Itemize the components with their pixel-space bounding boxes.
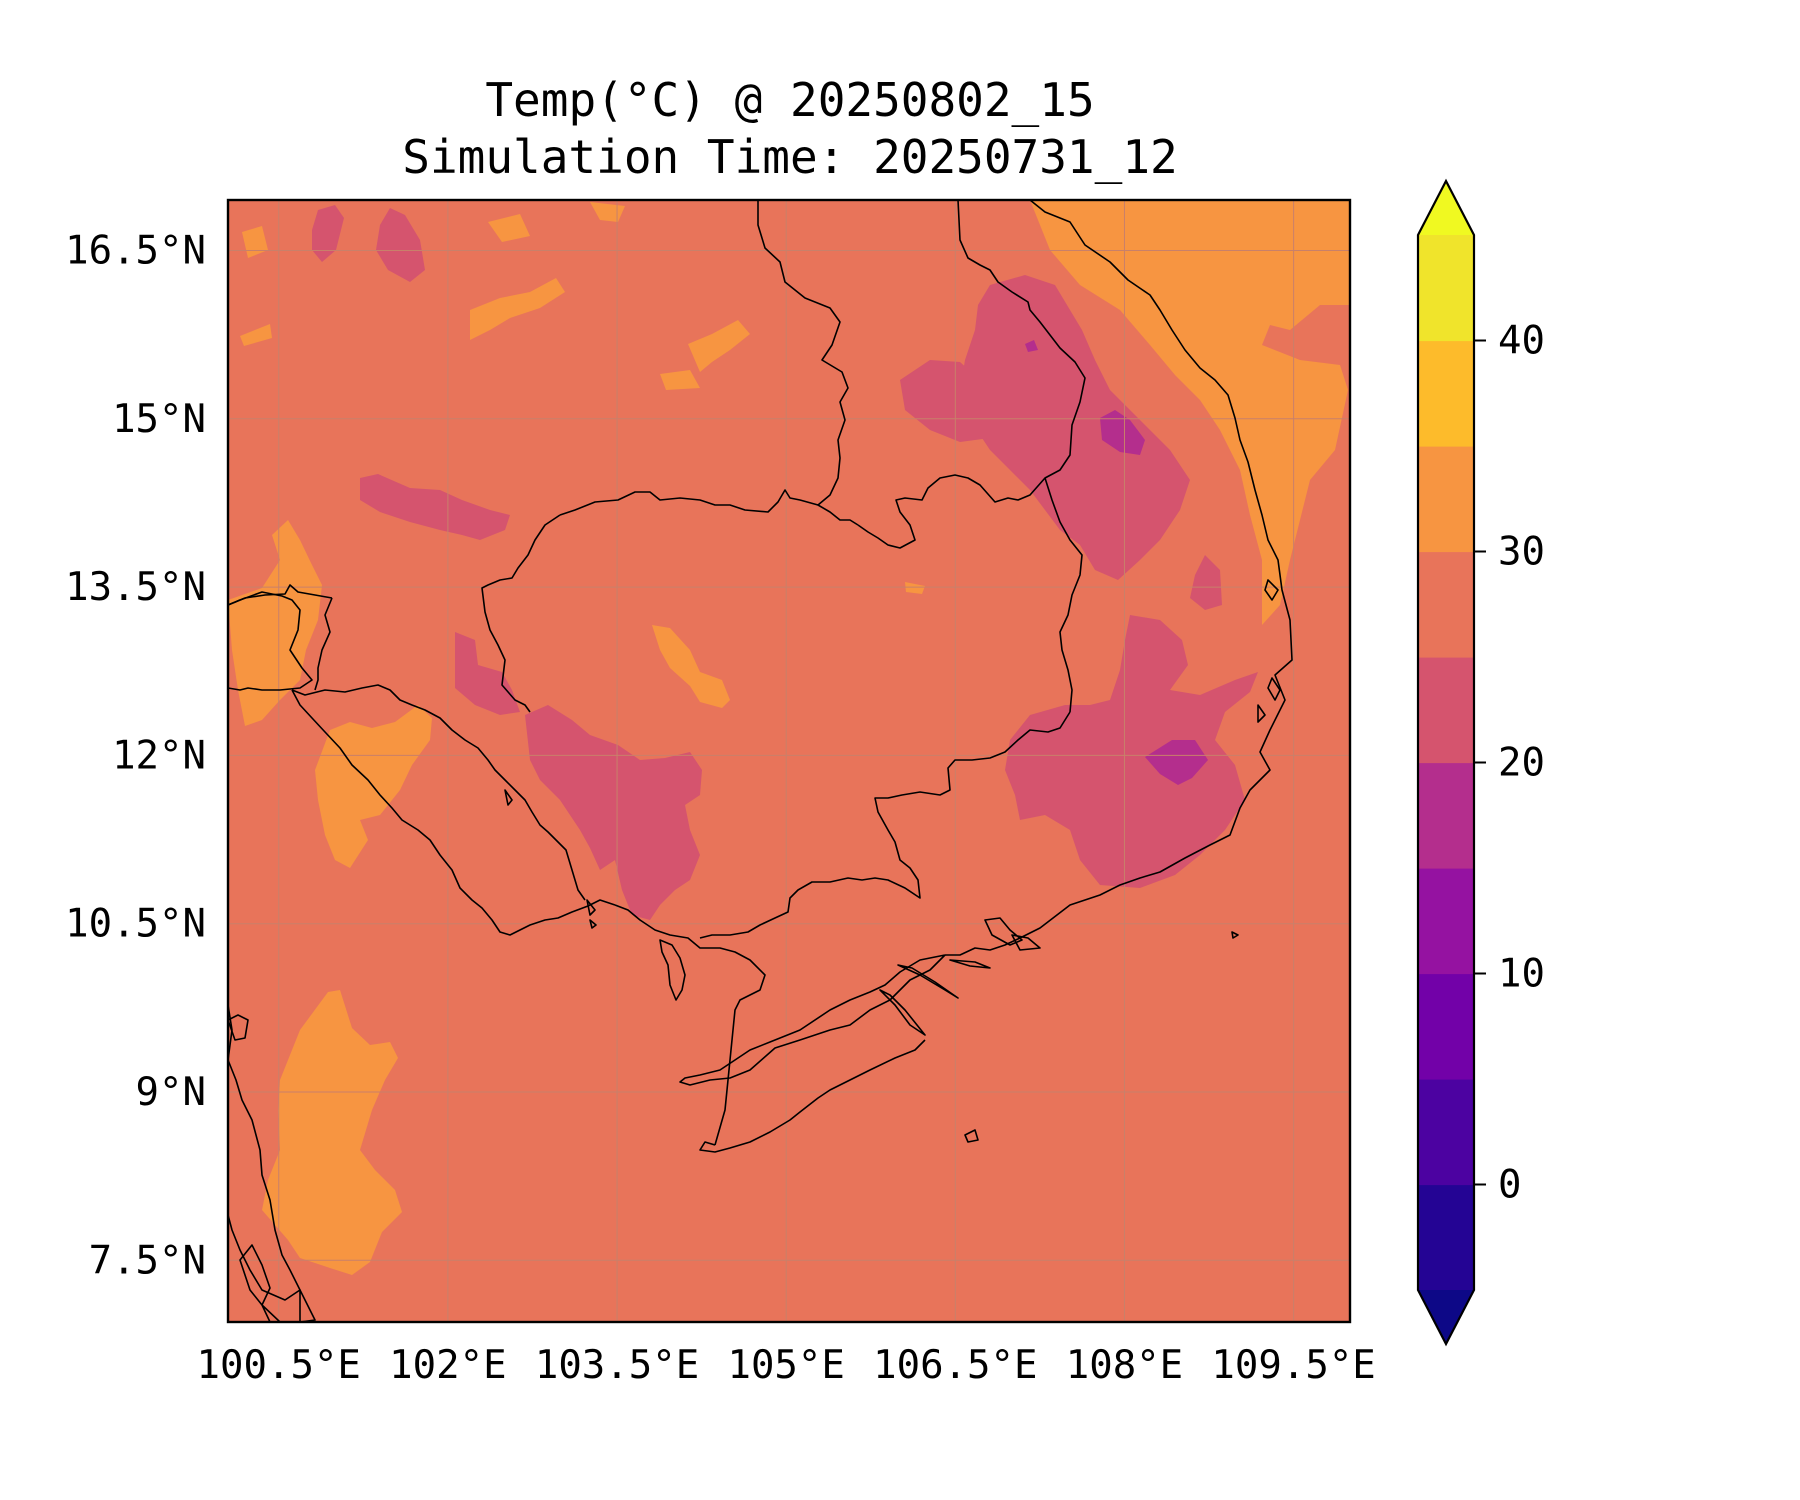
lat-tick-label: 13.5°N	[65, 565, 206, 610]
colorbar-segment	[1418, 340, 1474, 447]
cool-patch-cardamom	[525, 705, 702, 920]
coastline-vietnam	[945, 200, 1293, 956]
lat-tick-label: 12°N	[112, 733, 206, 778]
colorbar: 0 10 20 30 40	[1416, 178, 1545, 1347]
coastline-mekong-delta	[679, 954, 946, 1086]
gridlines	[228, 200, 1350, 1322]
border-cambodia-laos	[817, 477, 1083, 713]
coastline-camau-south	[699, 1039, 926, 1153]
country-borders	[228, 200, 1086, 939]
lat-tick-label: 9°N	[136, 1070, 206, 1115]
colorbar-tick-label: 40	[1498, 319, 1545, 364]
border-cambodia-thailand	[481, 514, 561, 713]
coastline-camau	[614, 904, 766, 1146]
lon-tick-label: 103.5°E	[535, 1343, 699, 1388]
cool-patch-laos-center	[900, 360, 992, 442]
colorbar-segment	[1418, 1184, 1474, 1291]
warm-patch-laos-north	[470, 278, 565, 340]
cold-patch-highlands	[1145, 740, 1208, 785]
colorbar-segment	[1418, 868, 1474, 975]
coastline-malay-west	[228, 1014, 249, 1041]
temp-band-15-20	[1025, 340, 1208, 785]
warm-patch-small-5	[660, 370, 700, 390]
colorbar-outline	[1416, 178, 1476, 1347]
colorbar-tick-label: 0	[1498, 1163, 1521, 1208]
warm-patch-small-4	[240, 324, 272, 346]
cool-patch-north-1	[376, 208, 425, 282]
cold-patch-laos-plateau	[1100, 410, 1145, 455]
colorbar-segment	[1418, 1079, 1474, 1186]
cool-patch-north-2	[312, 205, 344, 262]
warm-patch-small-3	[905, 582, 925, 594]
colorbar-tick-label: 30	[1498, 530, 1545, 575]
warm-patch-small-2	[590, 202, 625, 222]
coastline-malay-peninsula	[228, 1004, 301, 1301]
warm-patch-west-gulf	[228, 520, 322, 726]
lon-tick-label: 108°E	[1066, 1343, 1183, 1388]
temp-band-20-25	[312, 205, 1258, 920]
coastline-phu-quoc	[659, 939, 686, 1001]
cool-patch-west-thailand	[455, 632, 520, 715]
lon-tick-label: 102°E	[389, 1343, 506, 1388]
lon-tick-label: 100.5°E	[197, 1343, 361, 1388]
colorbar-segment	[1418, 657, 1474, 764]
title-line-1: Temp(°C) @ 20250802_15	[485, 73, 1094, 127]
map-panel: 100.5°E 102°E 103.5°E 105°E 106.5°E 108°E 109.…	[65, 198, 1376, 1388]
warm-patch-laos-center	[688, 320, 750, 372]
lon-tick-label: 105°E	[727, 1343, 844, 1388]
cool-patch-central-highlands	[1005, 615, 1258, 888]
colorbar-segment	[1418, 762, 1474, 869]
cool-patch-coast-east	[1190, 555, 1222, 610]
cool-patch-laos-southeast	[960, 275, 1190, 580]
border-laos-vietnam	[857, 200, 1086, 549]
lat-tick-labels: 16.5°N 15°N 13.5°N 12°N 10.5°N 9°N 7.5°N	[65, 228, 206, 1283]
coastline-delta-islands	[984, 917, 1041, 951]
warm-patch-southwest	[262, 990, 402, 1275]
lon-tick-label: 106.5°E	[873, 1343, 1037, 1388]
border-thailand-myanmar	[228, 584, 333, 606]
coastline-thai-gulf-east	[291, 684, 586, 901]
cool-patch-thailand-north	[360, 474, 510, 540]
coastlines	[228, 200, 1293, 1322]
temperature-field	[228, 200, 1350, 1322]
map-frame	[226, 198, 1352, 1324]
lat-tick-label: 10.5°N	[65, 902, 206, 947]
colorbar-extend-max	[1418, 181, 1474, 235]
border-laos-thailand-north	[559, 200, 849, 516]
warm-patch-sea-northeast	[1030, 200, 1350, 625]
coastline-mekong-mouths	[879, 959, 991, 1036]
coastline-small-islands	[504, 789, 1239, 1143]
lon-tick-labels: 100.5°E 102°E 103.5°E 105°E 106.5°E 108°E 109.…	[197, 1343, 1376, 1388]
colorbar-extend-min	[1418, 1290, 1474, 1344]
coastline-cambodia-gulf	[291, 689, 616, 936]
lat-tick-label: 16.5°N	[65, 228, 206, 273]
lat-tick-label: 15°N	[112, 397, 206, 442]
colorbar-tick-label: 20	[1498, 741, 1545, 786]
coastline-vietnam-islands	[1257, 579, 1281, 723]
border-cambodia-vietnam	[699, 711, 1071, 939]
colorbar-segment	[1418, 551, 1474, 658]
lat-tick-label: 7.5°N	[89, 1238, 206, 1283]
warm-patch-cambodia-center	[652, 625, 730, 708]
cold-patch-small	[1025, 340, 1038, 352]
lon-tick-label: 109.5°E	[1211, 1343, 1375, 1388]
colorbar-tick-label: 10	[1498, 952, 1545, 997]
colorbar-segment	[1418, 973, 1474, 1080]
colorbar-segment	[1418, 446, 1474, 553]
border-myanmar-coast	[314, 597, 333, 691]
colorbar-segment	[1418, 235, 1474, 342]
warm-patch-small-1	[488, 214, 530, 242]
title-line-2: Simulation Time: 20250731_12	[402, 130, 1177, 184]
